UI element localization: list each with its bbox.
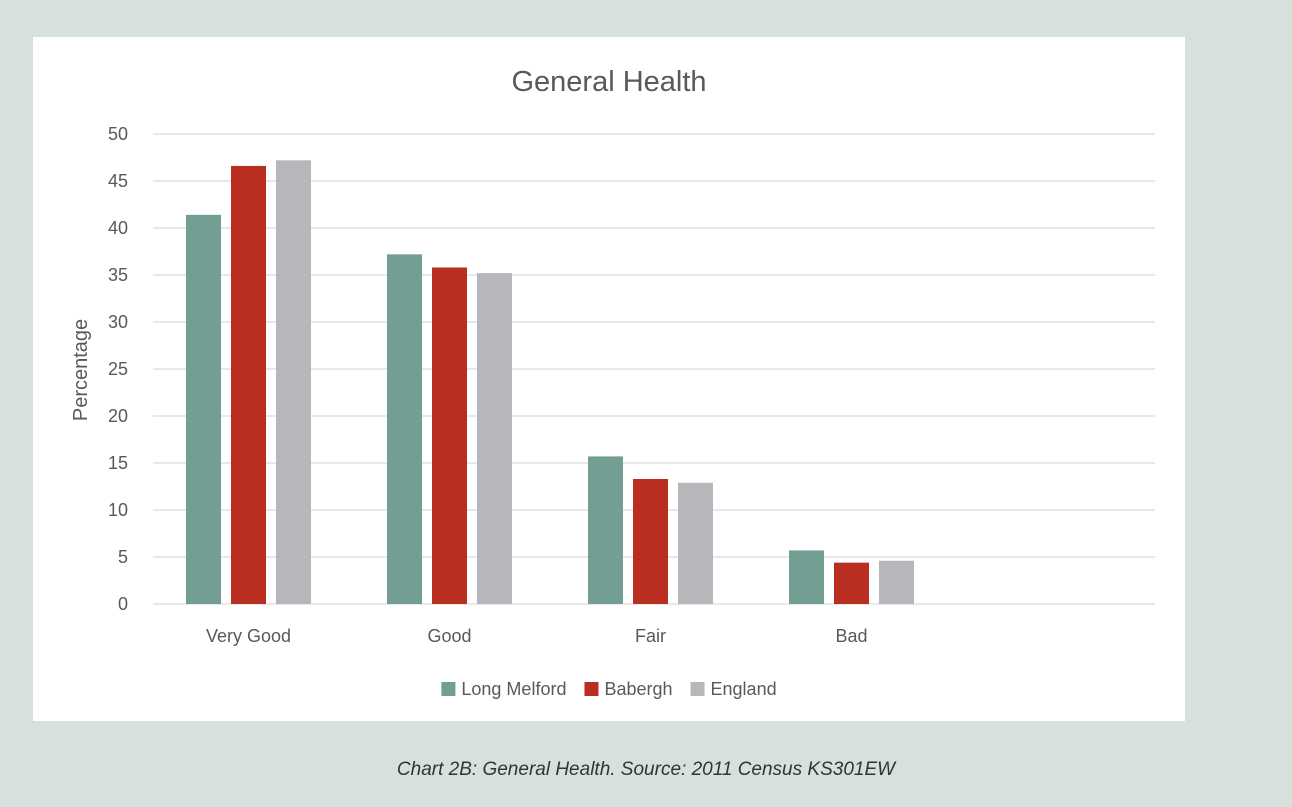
- y-tick-label: 25: [108, 359, 128, 379]
- y-tick-label: 40: [108, 218, 128, 238]
- x-axis-ticks: Very Good Good Fair Bad: [206, 626, 868, 646]
- legend-swatch: [584, 682, 599, 696]
- x-tick-label: Bad: [835, 626, 867, 646]
- y-tick-label: 35: [108, 265, 128, 285]
- bar-babergh-very-good: [231, 165, 266, 604]
- bar-long-melford-very-good: [186, 214, 221, 604]
- bar-england-fair: [678, 482, 713, 604]
- bar-england-very-good: [276, 160, 311, 604]
- legend-label: Babergh: [604, 679, 672, 699]
- bar-england-bad: [879, 560, 914, 604]
- chart-title: General Health: [511, 66, 706, 98]
- bar-long-melford-good: [387, 254, 422, 604]
- bar-babergh-good: [432, 267, 467, 604]
- y-axis-label: Percentage: [70, 319, 92, 421]
- y-tick-label: 30: [108, 312, 128, 332]
- chart-panel: General Health 0 5 10 15 20 25 30 35 40 45 50 Perc…: [33, 37, 1185, 721]
- y-tick-label: 20: [108, 406, 128, 426]
- bar-babergh-fair: [633, 478, 668, 604]
- bar-long-melford-fair: [588, 456, 623, 604]
- chart-svg: General Health 0 5 10 15 20 25 30 35 40 45 50 Perc…: [70, 66, 1155, 699]
- legend: Long Melford Babergh England: [441, 679, 777, 699]
- y-tick-label: 50: [108, 124, 128, 144]
- legend-label: England: [711, 679, 777, 699]
- legend-label: Long Melford: [461, 679, 566, 699]
- y-tick-label: 45: [108, 171, 128, 191]
- y-tick-label: 5: [118, 547, 128, 567]
- bar-england-good: [477, 273, 512, 604]
- x-tick-label: Fair: [635, 626, 666, 646]
- x-tick-label: Very Good: [206, 626, 291, 646]
- y-axis-ticks: 0 5 10 15 20 25 30 35 40 45 50: [108, 124, 128, 614]
- gridlines: [153, 133, 1155, 605]
- bar-long-melford-bad: [789, 550, 824, 604]
- y-tick-label: 0: [118, 594, 128, 614]
- bar-babergh-bad: [834, 562, 869, 604]
- chart-caption: Chart 2B: General Health. Source: 2011 C…: [396, 759, 896, 780]
- y-tick-label: 15: [108, 453, 128, 473]
- legend-swatch: [441, 682, 456, 696]
- bars: [186, 160, 914, 604]
- x-tick-label: Good: [427, 626, 471, 646]
- y-tick-label: 10: [108, 500, 128, 520]
- legend-swatch: [690, 682, 705, 696]
